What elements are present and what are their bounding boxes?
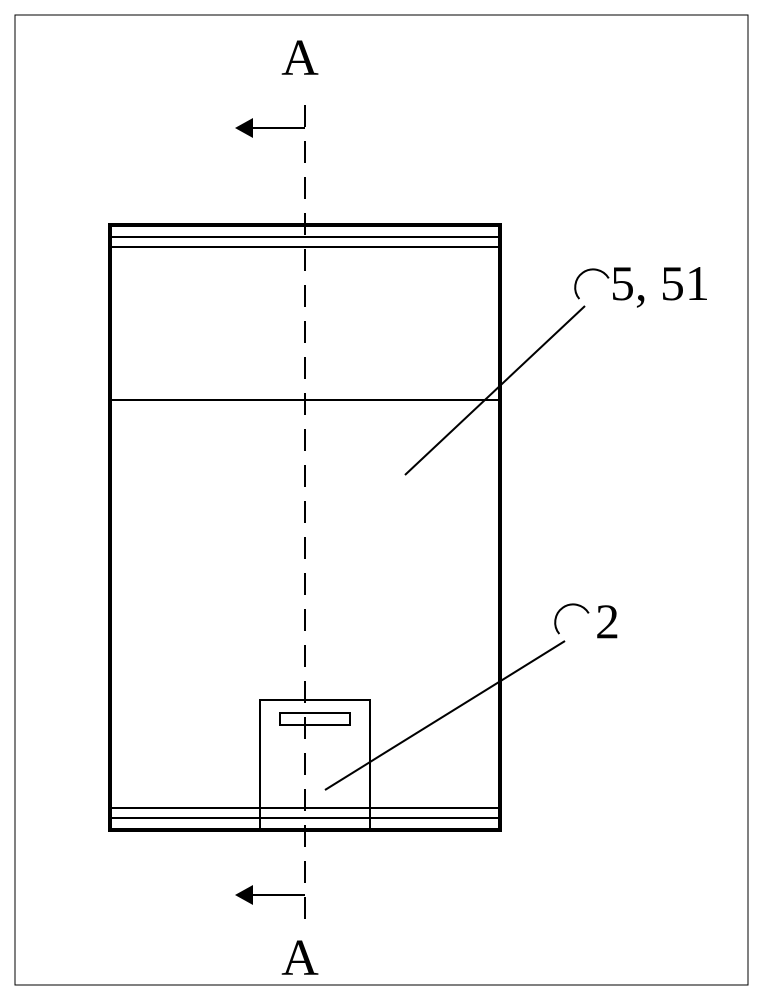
section-arrow-top-head [235, 118, 253, 138]
body-outline [110, 225, 500, 830]
callout-c1-hook [575, 269, 609, 299]
section-label-top: A [281, 30, 319, 87]
plug-slot [280, 713, 350, 725]
page-frame [15, 15, 748, 985]
section-arrow-bottom-head [235, 885, 253, 905]
callout-c2-leader [325, 641, 565, 790]
callout-c2-text: 2 [595, 593, 620, 649]
callout-c1-leader [405, 306, 585, 475]
callout-c1-text: 5, 51 [610, 255, 710, 311]
plug-outline [260, 700, 370, 830]
section-label-bottom: A [281, 930, 319, 987]
callout-c2-hook [555, 604, 589, 634]
